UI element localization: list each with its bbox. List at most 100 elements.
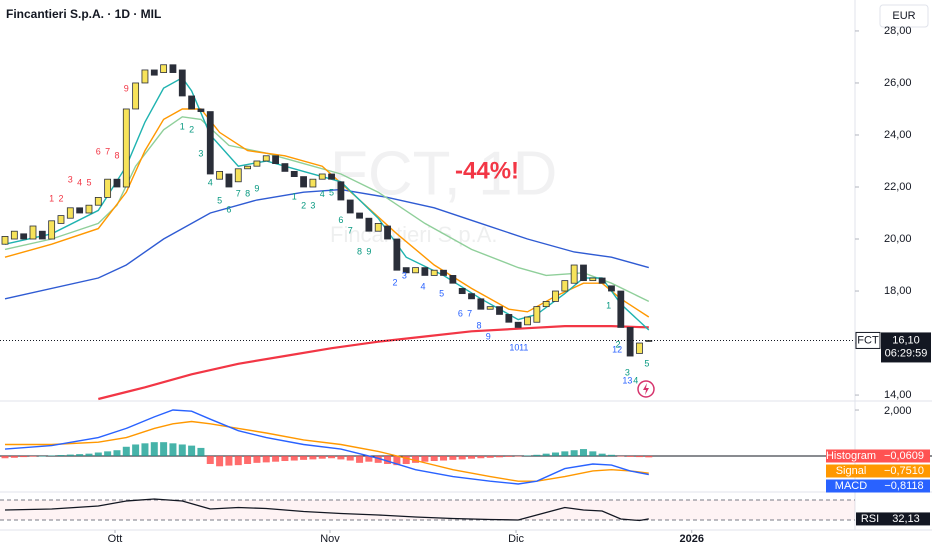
sequence-label: 7 [467, 308, 472, 318]
y-tick-label: 20,00 [884, 233, 912, 245]
histogram-bar [365, 455, 373, 462]
histogram-bar [122, 446, 130, 456]
candle [524, 316, 531, 326]
candle [318, 173, 326, 180]
y-tick-label: 28,00 [884, 25, 912, 37]
sequence-label: 6 [458, 308, 463, 318]
histogram-bar [402, 455, 410, 464]
candle [66, 207, 74, 219]
legend-pill [826, 449, 930, 463]
histogram-bar [244, 455, 252, 464]
candle [104, 178, 112, 198]
candle [206, 111, 214, 175]
histogram-bar [356, 455, 364, 463]
histogram-bar [290, 455, 298, 461]
currency[interactable]: EUR [892, 10, 915, 22]
sequence-label: 6 [226, 204, 231, 214]
sequence-label: 1 [292, 191, 297, 201]
histogram-bar [10, 455, 18, 458]
histogram-bar [66, 454, 74, 456]
y-tick-label: 24,00 [884, 129, 912, 141]
sequence-label: 8 [476, 321, 481, 331]
histogram-bar [626, 455, 634, 457]
histogram-bar [178, 444, 186, 456]
sequence-label: 4 [633, 375, 638, 385]
histogram-bar [412, 455, 420, 463]
histogram-bar [85, 453, 93, 456]
sequence-label: 3 [625, 367, 630, 377]
histogram-bar [141, 443, 149, 456]
histogram-bar [57, 455, 65, 456]
histogram-bar [635, 455, 643, 458]
sequence-label: 2 [393, 277, 398, 287]
candle [234, 168, 242, 183]
histogram-bar [337, 455, 345, 460]
sequence-label: 8 [357, 246, 362, 256]
sequence-label: 3 [402, 270, 407, 280]
histogram-bar [374, 455, 382, 463]
x-tick-label: Nov [320, 533, 340, 545]
histogram-bar [645, 455, 653, 458]
watermark-name: Fincantieri S.p.A. [330, 222, 498, 247]
alert-icon[interactable] [637, 380, 655, 398]
histogram-bar [169, 443, 177, 456]
candle [225, 173, 233, 188]
candle [76, 207, 84, 214]
legend-name: Signal [836, 465, 867, 477]
legend-value: −0,0609 [884, 450, 924, 462]
histogram-bar [234, 455, 242, 466]
sequence-label: 9 [124, 83, 129, 93]
sequence-label: 4 [77, 177, 82, 187]
watermark-symbol: FCT, 1D [330, 139, 557, 208]
symbol-label: FCT [857, 334, 879, 346]
candle [48, 220, 56, 240]
y-tick-label: 2,000 [884, 405, 912, 417]
sequence-label: 13 [622, 375, 632, 385]
histogram-bar [384, 455, 392, 464]
candle [617, 290, 625, 328]
candle [430, 269, 438, 276]
histogram-bar [20, 455, 28, 458]
candle [113, 178, 121, 188]
candle [580, 264, 587, 282]
indicator-line [4, 409, 649, 485]
currency-button[interactable] [879, 4, 929, 28]
candle [122, 108, 130, 188]
candle [552, 290, 559, 302]
chart-title: Fincantieri S.p.A. · 1D · MIL [6, 7, 161, 21]
candle [412, 267, 419, 274]
sequence-label: 3 [310, 200, 315, 210]
histogram-bar [449, 455, 457, 460]
candle [458, 288, 466, 295]
candle [244, 165, 251, 170]
x-tick-label: Dic [508, 533, 524, 545]
candle [440, 269, 447, 276]
candle [598, 277, 606, 284]
candle [197, 108, 205, 112]
x-tick-label: 2026 [679, 533, 703, 545]
candle [1, 236, 9, 245]
histogram-bar [76, 454, 84, 456]
candle [20, 233, 28, 240]
y-tick-label: 26,00 [884, 77, 912, 89]
y-tick-label: 22,00 [884, 181, 912, 193]
histogram-bar [272, 455, 280, 462]
candle [216, 170, 224, 180]
price-label: 16,10 [892, 334, 920, 346]
sequence-label: 7 [105, 146, 110, 156]
moving-average [98, 325, 649, 401]
candle [38, 230, 46, 240]
indicator-line [5, 420, 649, 482]
symbol-box [855, 331, 881, 349]
histogram-bar [598, 453, 606, 456]
rsi-band [0, 500, 855, 520]
sequence-label: 9 [486, 331, 491, 341]
candle [94, 196, 102, 206]
sequence-label: 5 [86, 177, 91, 187]
histogram-bar [328, 455, 336, 459]
y-tick-label: 14,00 [884, 389, 912, 401]
histogram-bar [589, 451, 597, 456]
sequence-label: 8 [245, 188, 250, 198]
legend-value: 32,13 [892, 513, 920, 525]
candle [337, 181, 345, 201]
